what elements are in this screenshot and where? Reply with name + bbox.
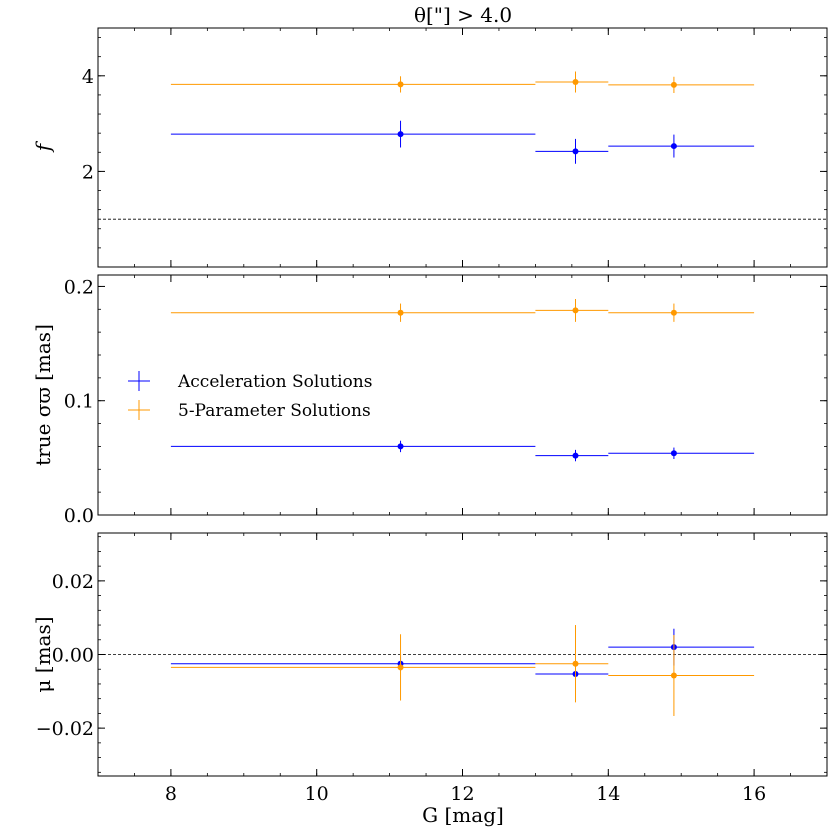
data-point bbox=[572, 452, 579, 459]
data-point bbox=[670, 309, 677, 316]
y-tick-label: 0.1 bbox=[64, 391, 94, 413]
panel-sigma: 0.0 0.1 0.2 true σϖ [mas] bbox=[31, 274, 828, 527]
y-tick-label: −0.02 bbox=[36, 718, 94, 740]
panel-f: 2 4 f bbox=[31, 27, 828, 268]
y-axis-label: f bbox=[31, 140, 55, 153]
x-axis-label: G [mag] bbox=[422, 803, 504, 827]
data-point bbox=[670, 672, 677, 679]
y-axis-label: μ [mas] bbox=[31, 616, 55, 692]
data-point bbox=[670, 81, 677, 88]
chart-title: θ["] > 4.0 bbox=[414, 3, 512, 27]
series-five-parameter bbox=[170, 299, 755, 322]
data-point bbox=[397, 131, 404, 138]
chart-legend: Acceleration Solutions 5-Parameter Soluti… bbox=[128, 371, 372, 421]
legend-label: Acceleration Solutions bbox=[177, 372, 372, 392]
series-acceleration bbox=[170, 120, 755, 164]
data-point bbox=[572, 307, 579, 314]
series-five-parameter bbox=[170, 71, 755, 94]
x-tick-label: 8 bbox=[165, 783, 177, 805]
x-tick-label: 12 bbox=[450, 783, 474, 805]
legend-label: 5-Parameter Solutions bbox=[178, 401, 371, 421]
data-point bbox=[397, 81, 404, 88]
panel-frame bbox=[97, 27, 828, 268]
data-point bbox=[397, 443, 404, 450]
data-point bbox=[670, 450, 677, 457]
data-point bbox=[397, 309, 404, 316]
y-tick-label: 0.0 bbox=[64, 505, 94, 527]
data-point bbox=[670, 143, 677, 150]
chart-panels: 2 4 f 0.0 0.1 0.2 true σϖ [mas] 8 10 12 14 16 −0.02 0… bbox=[31, 27, 828, 805]
y-axis-label: true σϖ [mas] bbox=[31, 324, 55, 466]
x-tick-label: 14 bbox=[596, 783, 620, 805]
data-point bbox=[397, 664, 404, 671]
x-tick-label: 16 bbox=[742, 783, 766, 805]
series-five-parameter bbox=[170, 625, 755, 716]
data-point bbox=[572, 79, 579, 86]
series-acceleration bbox=[170, 440, 755, 462]
y-tick-label: 2 bbox=[82, 161, 94, 183]
x-tick-label: 10 bbox=[305, 783, 329, 805]
data-point bbox=[572, 660, 579, 667]
y-tick-label: 0.02 bbox=[52, 571, 94, 593]
panel-mu: 8 10 12 14 16 −0.02 0.00 0.02 μ [mas] bbox=[31, 532, 828, 805]
y-tick-label: 0.00 bbox=[52, 645, 94, 667]
panel-frame bbox=[97, 532, 828, 777]
y-tick-label: 4 bbox=[82, 66, 94, 88]
y-tick-label: 0.2 bbox=[64, 276, 94, 298]
data-point bbox=[572, 148, 579, 155]
panel-frame bbox=[97, 274, 828, 516]
